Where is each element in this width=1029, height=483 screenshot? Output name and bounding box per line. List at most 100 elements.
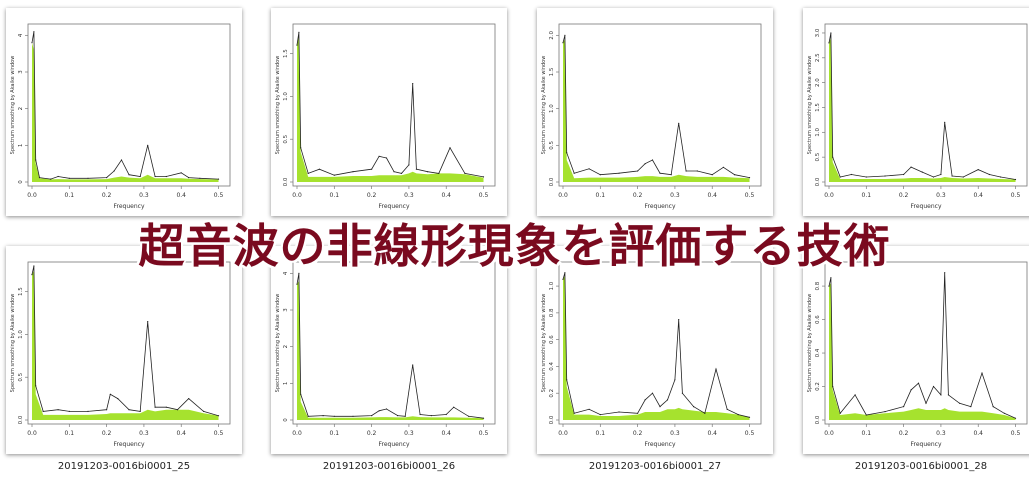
y-tick-label: 0.5 (18, 372, 24, 381)
x-tick-label: 0.3 (670, 192, 680, 199)
spectrum-point (68, 177, 70, 179)
x-axis-label: Frequency (114, 203, 145, 210)
spectrum-point (87, 410, 89, 412)
spectrum-point (468, 415, 470, 417)
y-tick-label: 0.0 (18, 415, 24, 424)
spectrum-point (427, 171, 429, 173)
spectrum-point (828, 42, 830, 44)
x-tick-label: 0.4 (441, 430, 451, 437)
spectrum-point (832, 156, 834, 158)
spectrum-point (959, 402, 961, 404)
spectrum-panel: 0.0 0.1 0.2 0.3 0.4 0.5 0.0 0.2 0.4 0.6 0.8 Frequen… (803, 246, 1029, 454)
spectrum-chart: 0.0 0.1 0.2 0.3 0.4 0.5 0 1 2 3 4 Frequency Spectrum… (10, 23, 231, 210)
spectrum-point (404, 415, 406, 417)
spectrum-point (992, 406, 994, 408)
spectrum-point (300, 393, 302, 395)
spectrum-line (562, 272, 750, 418)
spectrum-point (637, 412, 639, 414)
spectrum-point (464, 172, 466, 174)
spectrum-point (618, 411, 620, 413)
spectrum-panel: 0.0 0.1 0.2 0.3 0.4 0.5 0.0 0.5 1.0 1.5 2.0 2.5 3.0 F… (803, 8, 1029, 216)
spectrum-point (599, 414, 601, 416)
spectrum-point (300, 147, 302, 149)
y-tick-label: 3.0 (815, 28, 821, 37)
x-tick-label: 0.4 (973, 430, 983, 437)
spectrum-point (371, 415, 373, 417)
x-tick-label: 0.4 (176, 192, 186, 199)
spectrum-point (685, 170, 687, 172)
spectrum-point (393, 171, 395, 173)
spectrum-point (128, 409, 130, 411)
spectrum-point (113, 170, 115, 172)
x-tick-label: 0.5 (745, 192, 755, 199)
spectrum-point (917, 382, 920, 384)
spectrum-point (674, 379, 676, 381)
y-tick-label: 1.0 (18, 330, 24, 339)
y-tick-label: 1.5 (283, 49, 289, 58)
y-tick-label: 0.0 (549, 177, 555, 186)
spectrum-point (117, 398, 119, 400)
spectrum-chart: 0.0 0.1 0.2 0.3 0.4 0.5 0.0 0.5 1.0 1.5 Frequency S… (275, 23, 496, 210)
spectrum-point (397, 415, 399, 417)
spectrum-point (564, 272, 566, 274)
spectrum-point (188, 177, 190, 179)
y-axis-label: Spectrum smoothing by Akaike window (275, 294, 281, 393)
spectrum-point (562, 42, 564, 44)
y-tick-label: 0.8 (549, 308, 555, 317)
x-tick-label: 0.4 (973, 192, 983, 199)
spectrum-point (659, 406, 661, 408)
y-tick-label: 0.0 (815, 177, 821, 186)
y-tick-label: 4 (18, 33, 24, 37)
plot-frame (558, 23, 762, 187)
spectrum-point (408, 164, 410, 166)
spectrum-point (147, 144, 149, 146)
y-tick-label: 0.5 (549, 140, 555, 149)
spectrum-point (748, 416, 751, 418)
spectrum-chart: 0.0 0.1 0.2 0.3 0.4 0.5 0.0 0.2 0.4 0.6 0.8 1.0 Freq… (541, 261, 762, 448)
x-tick-label: 0.3 (936, 430, 946, 437)
spectrum-point (106, 177, 108, 179)
spectrum-point (42, 410, 44, 412)
spectrum-point (637, 170, 639, 172)
spectrum-point (715, 368, 717, 370)
spectrum-point (850, 173, 852, 176)
spectrum-point (147, 321, 149, 323)
smoothed-area (563, 39, 750, 182)
spectrum-point (371, 168, 373, 170)
y-tick-label: 0.0 (549, 415, 555, 424)
spectrum-point (419, 413, 421, 416)
spectrum-point (828, 285, 830, 287)
x-tick-label: 0.2 (899, 430, 909, 437)
spectrum-point (854, 394, 856, 396)
spectrum-panel: 0.0 0.1 0.2 0.3 0.4 0.5 0.0 0.5 1.0 1.5 2.0 Frequen… (537, 8, 773, 216)
spectrum-chart: 0.0 0.1 0.2 0.3 0.4 0.5 0 1 2 3 4 Frequency Spectrum… (275, 261, 496, 448)
spectrum-point (830, 32, 832, 34)
x-tick-label: 0.5 (1011, 430, 1021, 437)
y-tick-label: 0.2 (815, 382, 821, 391)
spectrum-point (921, 171, 923, 173)
spectrum-point (412, 364, 414, 366)
spectrum-line (31, 265, 219, 417)
x-axis-label: Frequency (379, 203, 410, 210)
y-axis-label: Spectrum smoothing by Akaike window (10, 294, 16, 393)
x-axis-label: Frequency (645, 441, 676, 448)
smoothed-area (829, 282, 1016, 420)
spectrum-point (940, 173, 942, 176)
x-tick-label: 0.2 (102, 430, 112, 437)
spectrum-point (704, 412, 706, 414)
spectrum-chart: 0.0 0.1 0.2 0.3 0.4 0.5 0.0 0.5 1.0 1.5 2.0 2.5 3.0 F… (807, 23, 1028, 210)
x-axis-label: Frequency (114, 441, 145, 448)
spectrum-point (35, 159, 37, 161)
spectrum-point (482, 417, 485, 419)
spectrum-point (722, 166, 724, 168)
x-tick-label: 0.1 (596, 430, 606, 437)
spectrum-point (588, 168, 590, 170)
x-tick-label: 0.0 (824, 430, 834, 437)
spectrum-point (333, 415, 335, 417)
x-tick-label: 0.4 (176, 430, 186, 437)
x-tick-label: 0.5 (479, 192, 489, 199)
spectrum-point (217, 415, 220, 417)
y-tick-label: 0.4 (815, 348, 821, 357)
spectrum-point (839, 176, 841, 178)
spectrum-point (670, 174, 672, 176)
